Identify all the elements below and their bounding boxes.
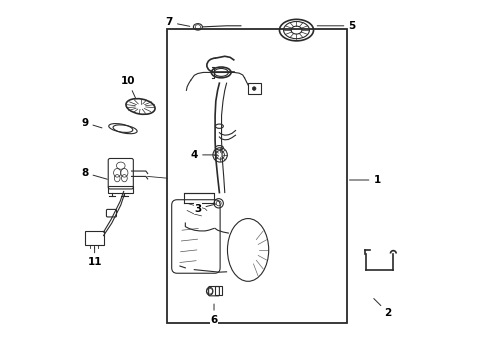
Text: 4: 4 bbox=[190, 150, 217, 160]
Text: 9: 9 bbox=[81, 118, 102, 128]
Text: 5: 5 bbox=[317, 21, 355, 31]
Text: 2: 2 bbox=[373, 298, 391, 318]
Text: 11: 11 bbox=[87, 247, 102, 267]
Text: 1: 1 bbox=[349, 175, 380, 185]
Text: 8: 8 bbox=[81, 168, 107, 179]
Text: 6: 6 bbox=[210, 304, 217, 325]
Text: 10: 10 bbox=[121, 76, 136, 99]
Bar bbox=[85, 231, 103, 244]
Bar bbox=[214, 286, 222, 296]
Bar bbox=[167, 30, 346, 323]
Bar bbox=[108, 186, 133, 193]
Bar bbox=[247, 83, 260, 94]
Text: 3: 3 bbox=[194, 204, 216, 214]
Circle shape bbox=[252, 87, 255, 90]
Text: 7: 7 bbox=[165, 17, 189, 27]
